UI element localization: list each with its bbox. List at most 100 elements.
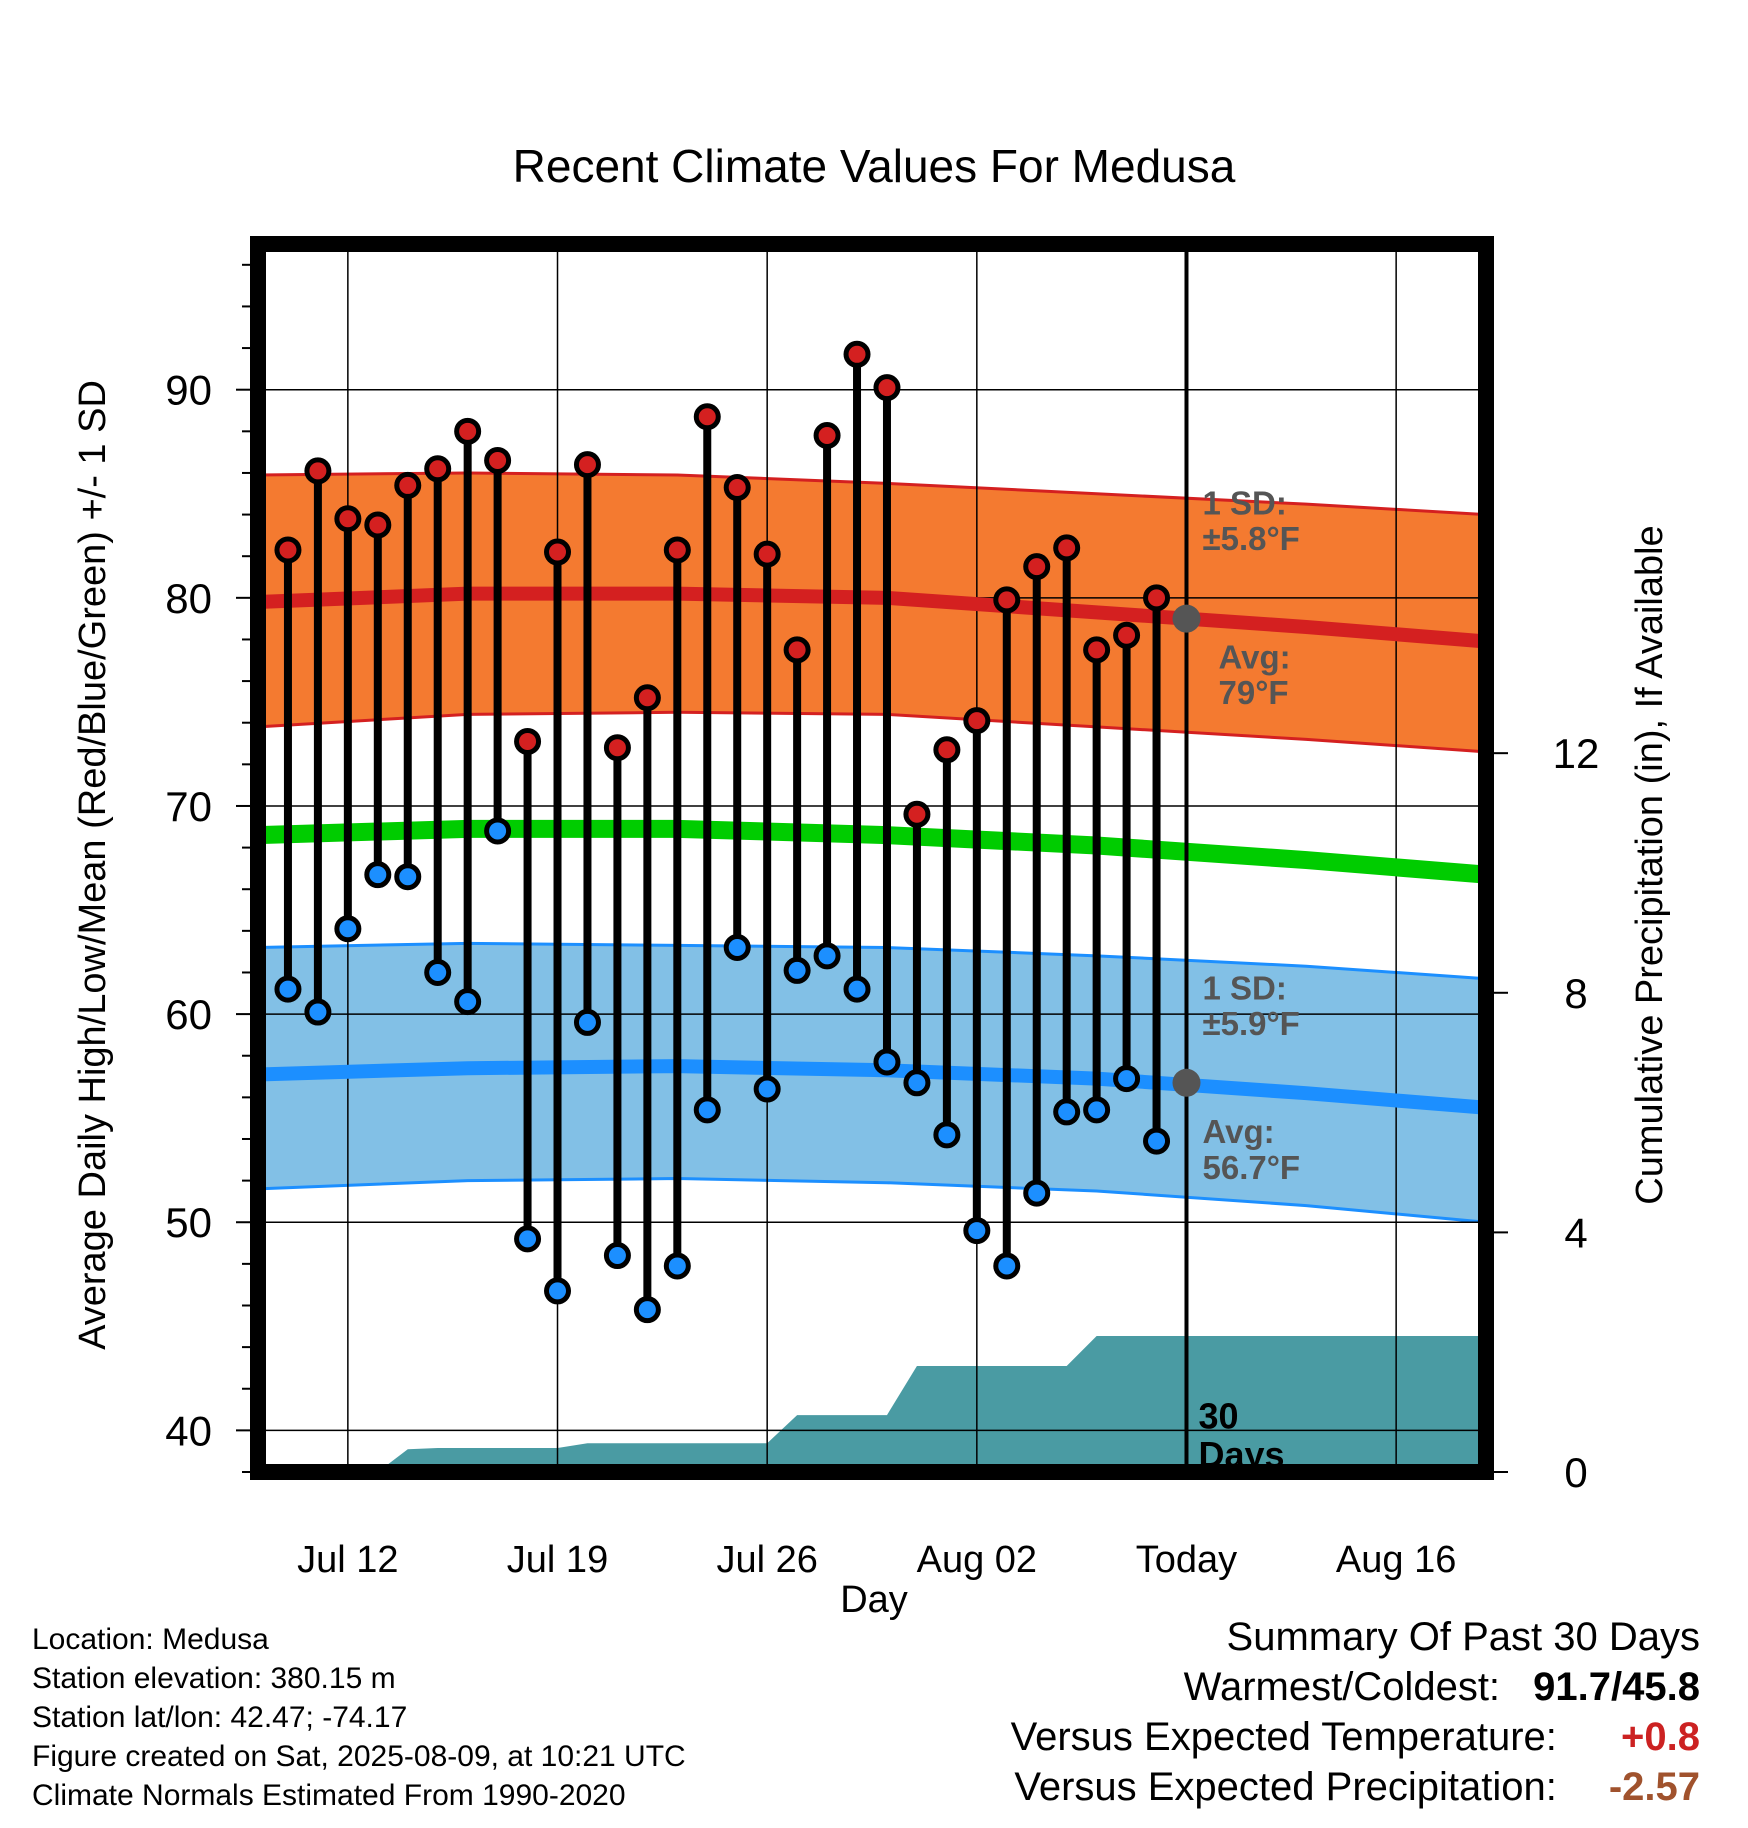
high-temp-point [1053,534,1081,562]
low-temp-point [454,988,482,1016]
low-temp-point [993,1252,1021,1280]
high-temp-point [424,455,452,483]
mean-normal-line [257,819,1487,884]
normals-text: Climate Normals Estimated From 1990-2020 [32,1779,626,1812]
high-temp-point [274,536,302,564]
high-temp-point [304,457,332,485]
x-tick-label: Jul 12 [297,1539,398,1581]
temp-value: +0.8 [1621,1715,1700,1759]
low-temp-point [544,1277,572,1305]
y2-tick-label: 8 [1564,970,1587,1017]
high-temp-point [603,734,631,762]
today-low-avg-marker [1172,1068,1201,1097]
high-temp-point [1113,621,1141,649]
x-tick-label: Aug 02 [917,1539,1037,1581]
high-temp-point [783,636,811,664]
latlon-text: Station lat/lon: 42.47; -74.17 [32,1701,408,1734]
x-tick-label: Jul 26 [716,1539,817,1581]
low-temp-point [394,863,422,891]
low-temp-point [963,1217,991,1245]
summary-panel: Summary Of Past 30 Days Warmest/Coldest:… [1011,1612,1700,1812]
y-tick-label: 50 [165,1199,212,1246]
precip-value: -2.57 [1608,1765,1700,1809]
low-temp-point [424,958,452,986]
low-temp-point [1083,1096,1111,1124]
low-temp-point [843,975,871,1003]
high-temp-point [1143,584,1171,612]
low-temp-point [753,1075,781,1103]
y-tick-label: 70 [165,783,212,830]
low-temp-point [903,1069,931,1097]
high-temp-point [364,511,392,539]
high-temp-point [873,374,901,402]
high-temp-point [1083,636,1111,664]
low-temp-point [783,956,811,984]
y2-axis-label: Cumulative Precipitation (in), If Availa… [1629,525,1671,1204]
low-temp-point [1113,1065,1141,1093]
x-tick-label: Jul 19 [507,1539,608,1581]
precip-area [258,1336,1486,1472]
climate-chart: Recent Climate Values For Medusa 1 SD: ±5… [72,140,1671,1620]
y-tick-label: 90 [165,367,212,414]
y2-tick-label: 0 [1564,1449,1587,1496]
summary-temp: Versus Expected Temperature: +0.8 [1011,1712,1700,1762]
location-text: Location: Medusa [32,1623,269,1656]
high-temp-point [753,540,781,568]
low-temp-point [663,1252,691,1280]
low-temp-point [573,1008,601,1036]
low-temp-point [514,1225,542,1253]
low-temp-point [1023,1179,1051,1207]
low-avg-annotation: Avg: 56.7°F [1202,1113,1300,1186]
high-temp-point [813,421,841,449]
x-tick-label: Today [1136,1539,1237,1581]
high-temp-point [993,586,1021,614]
low-temp-point [484,817,512,845]
y-tick-label: 40 [165,1407,212,1454]
high-temp-point [843,340,871,368]
low-temp-point [274,975,302,1003]
low-temp-point [693,1096,721,1124]
high-temp-point [454,417,482,445]
low-temp-point [723,933,751,961]
warm-cold-value: 91.7/45.8 [1533,1665,1700,1709]
y-axis-label: Average Daily High/Low/Mean (Red/Blue/Gr… [72,380,114,1350]
x-axis-label: Day [840,1579,908,1620]
high-temp-point [484,446,512,474]
high-temp-point [573,451,601,479]
elevation-text: Station elevation: 380.15 m [32,1662,396,1695]
high-temp-point [334,505,362,533]
low-temp-point [1053,1098,1081,1126]
high-temp-point [1023,553,1051,581]
low-temp-point [873,1048,901,1076]
high-temp-point [394,471,422,499]
high-avg-annotation: Avg: 79°F [1218,639,1290,712]
low-temp-point [364,861,392,889]
y2-tick-label: 4 [1564,1209,1587,1256]
low-temp-point [633,1296,661,1324]
high-temp-point [514,727,542,755]
high-temp-point [723,474,751,502]
high-temp-point [693,403,721,431]
summary-title: Summary Of Past 30 Days [1226,1615,1700,1659]
plot-frame [250,236,1494,1480]
low-temp-point [1143,1127,1171,1155]
low-temp-point [304,998,332,1026]
chart-title: Recent Climate Values For Medusa [513,140,1236,192]
y-tick-label: 80 [165,575,212,622]
warm-cold-label: Warmest/Coldest: [1183,1665,1501,1709]
high-temp-point [633,684,661,712]
high-normal-band [258,472,1486,752]
high-sd-annotation: 1 SD: ±5.8°F [1202,485,1299,558]
low-band-lower-edge [257,1177,1487,1224]
high-temp-point [963,707,991,735]
temp-label: Versus Expected Temperature: [1010,1715,1557,1759]
low-normal-band [258,943,1486,1223]
precip-label: Versus Expected Precipitation: [1014,1765,1557,1809]
summary-precip: Versus Expected Precipitation: -2.57 [1011,1762,1700,1812]
created-text: Figure created on Sat, 2025-08-09, at 10… [32,1740,686,1773]
low-temp-point [933,1121,961,1149]
high-temp-point [663,536,691,564]
y2-tick-label: 12 [1553,730,1600,777]
low-temp-point [603,1242,631,1270]
high-temp-point [903,800,931,828]
